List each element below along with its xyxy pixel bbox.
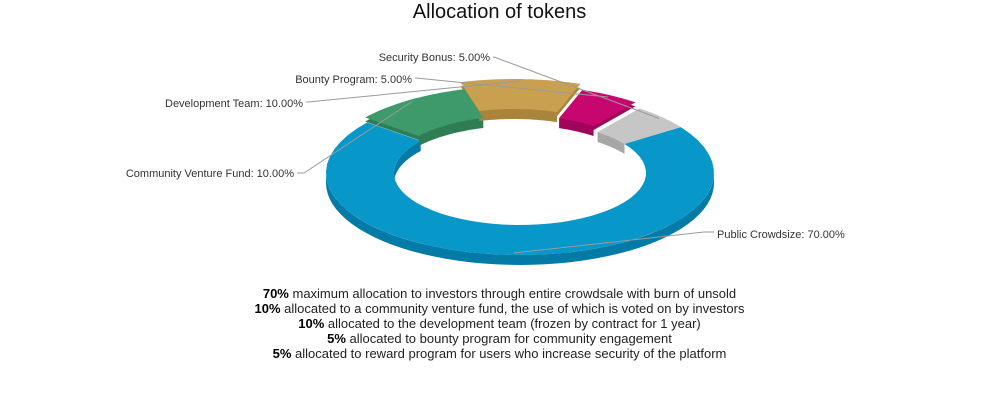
note-text: allocated to reward program for users wh… [291,346,727,361]
note-text: allocated to bounty program for communit… [345,331,672,346]
slice-public-crowdsize [326,122,714,255]
slice-label-community-venture-fund: Community Venture Fund: 10.00% [126,168,294,180]
note-percent: 70% [262,286,289,301]
note-line: 5% allocated to reward program for users… [0,346,999,361]
donut-labels: Public Crowdsize: 70.00% Community Ventur… [126,52,845,254]
chart-title: Allocation of tokens [412,1,587,23]
leader-line-public-crowdsize [513,231,714,254]
note-percent: 10% [254,301,281,316]
slice-label-development-team: Development Team: 10.00% [165,98,303,110]
note-line: 5% allocated to bounty program for commu… [0,331,999,346]
note-text: maximum allocation to investors through … [288,286,737,301]
slice-community-venture-fund [365,89,484,136]
donut-chart: Public Crowdsize: 70.00% Community Ventur… [126,52,845,265]
slice-security-bonus [597,108,681,144]
leader-line-community-venture-fund [297,101,413,174]
slice-development-team [460,79,581,113]
note-line: 10% allocated to the development team (f… [0,316,999,331]
slice-bounty-program [559,89,636,126]
note-line: 70% maximum allocation to investors thro… [0,286,999,301]
slice-inner-side-public-crowdsize [394,141,421,183]
allocation-notes: 70% maximum allocation to investors thro… [0,286,999,361]
leader-line-bounty-program [415,77,609,98]
slice-inner-side-security-bonus [597,132,625,154]
slice-inner-side-community-venture-fund [418,118,484,146]
note-percent: 5% [327,331,346,346]
note-line: 10% allocated to a community venture fun… [0,301,999,316]
note-percent: 10% [298,316,325,331]
leader-line-security-bonus [493,56,660,119]
note-percent: 5% [272,346,292,361]
slice-label-security-bonus: Security Bonus: 5.00% [379,52,491,64]
leader-line-development-team [306,80,521,103]
slice-label-bounty-program: Bounty Program: 5.00% [295,74,412,86]
note-text: allocated to the development team (froze… [324,316,701,331]
donut-slices [326,79,714,255]
slice-label-public-crowdsize: Public Crowdsize: 70.00% [717,229,845,241]
note-text: allocated to a community venture fund, t… [280,301,745,316]
